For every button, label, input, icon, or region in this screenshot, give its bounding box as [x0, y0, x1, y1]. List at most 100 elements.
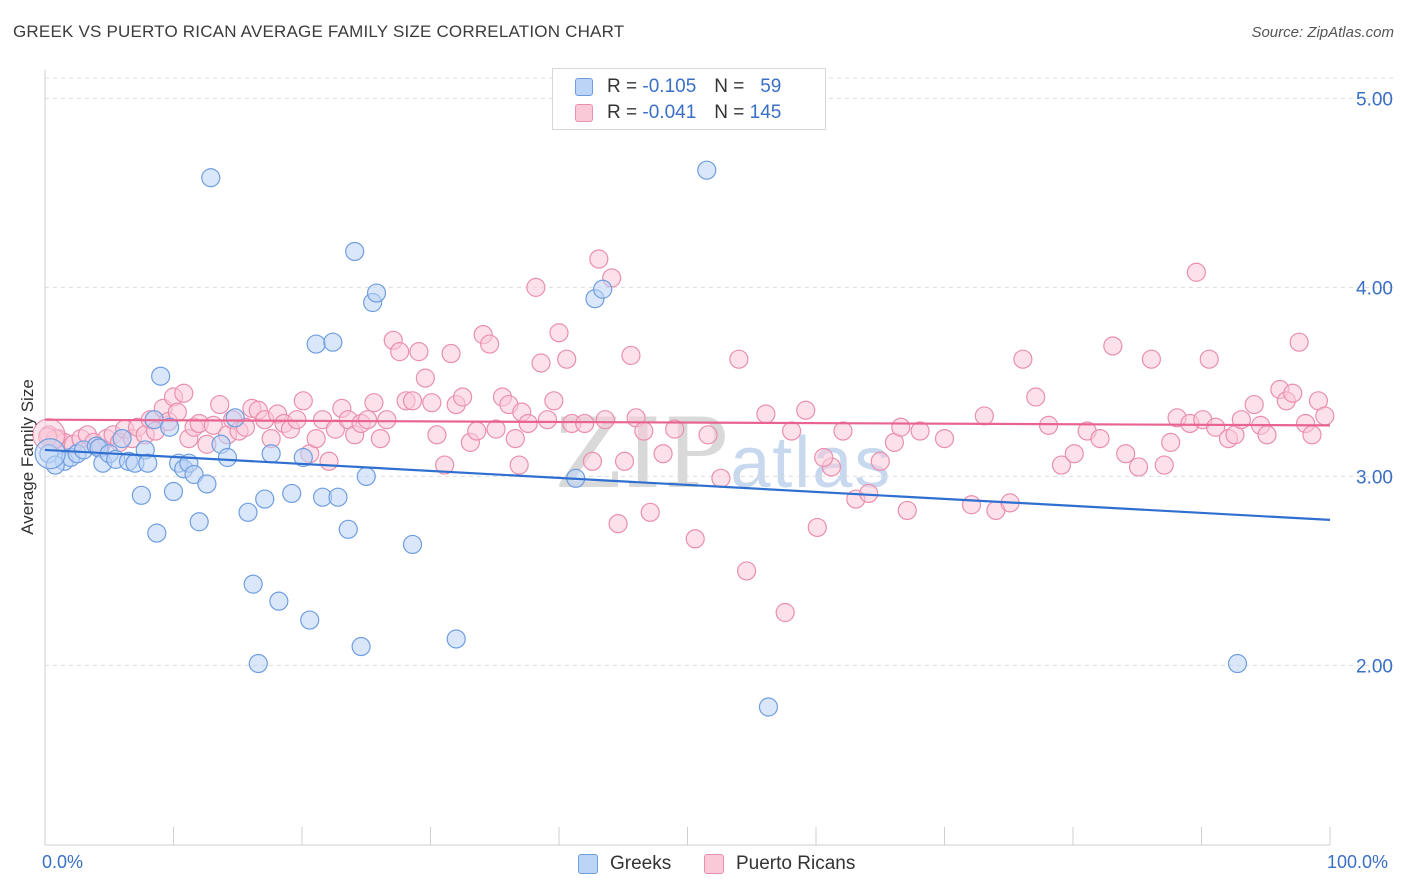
data-point: [486, 419, 506, 439]
data-point: [112, 428, 132, 449]
legend-n-value: 145: [749, 102, 782, 123]
data-point: [1103, 336, 1123, 356]
data-point: [255, 489, 275, 509]
data-point: [390, 342, 410, 362]
series-greeks: [34, 160, 1248, 717]
y-tick-label: 4.00: [1356, 278, 1393, 299]
data-point: [312, 410, 333, 430]
legend-swatch-puerto-ricans: [575, 104, 593, 122]
data-point: [210, 394, 230, 415]
data-point: [544, 391, 564, 411]
series-puerto-ricans: [32, 249, 1335, 623]
y-tick-label: 3.00: [1356, 467, 1393, 488]
data-point: [1206, 417, 1226, 437]
data-point: [184, 464, 204, 485]
data-point: [1154, 455, 1174, 475]
data-point: [634, 421, 654, 441]
data-point: [974, 406, 994, 426]
data-point: [781, 421, 802, 441]
data-point: [756, 404, 776, 424]
trend-lines: [44, 418, 1331, 521]
x-tick-label-max: 100.0%: [1327, 852, 1389, 872]
data-point: [197, 474, 217, 494]
data-point: [758, 697, 779, 717]
data-point: [357, 410, 378, 430]
data-point: [1026, 387, 1046, 407]
data-point: [422, 393, 442, 413]
data-point: [446, 629, 466, 649]
data-point: [160, 417, 180, 437]
data-point: [300, 610, 320, 630]
data-point: [453, 387, 473, 407]
data-point: [1186, 262, 1206, 282]
trend-line-puerto-ricans: [44, 418, 1331, 427]
data-point: [409, 342, 429, 362]
data-point: [665, 419, 685, 439]
data-point: [282, 483, 302, 504]
data-point-cluster: [34, 438, 66, 470]
legend-n-label: N =: [714, 76, 745, 97]
data-point: [338, 519, 358, 539]
data-point: [351, 636, 371, 657]
data-point: [1283, 383, 1303, 403]
data-point: [698, 425, 718, 445]
data-point: [737, 561, 757, 581]
data-point: [1257, 425, 1277, 445]
data-point: [467, 421, 487, 441]
data-point: [1161, 432, 1181, 452]
data-point: [306, 334, 326, 354]
y-tick-label: 5.00: [1356, 89, 1393, 110]
data-point: [582, 451, 603, 471]
data-point: [1315, 406, 1335, 426]
y-tick-labels: 2.00 3.00 4.00 5.00: [1356, 89, 1393, 677]
data-point: [575, 413, 595, 434]
data-point: [910, 421, 930, 441]
y-axis-label: Average Family Size: [18, 379, 37, 535]
data-point: [614, 451, 635, 471]
legend-row-puerto-ricans: R = -0.041 N = 145: [575, 100, 781, 126]
legend-swatch-greeks: [575, 78, 593, 96]
data-point: [807, 517, 827, 538]
legend-n-value: 59: [760, 76, 782, 97]
data-point: [531, 353, 551, 373]
data-point: [138, 453, 158, 473]
data-point: [589, 249, 609, 269]
bottom-legend-greeks: Greeks: [578, 851, 671, 877]
bottom-legend-label-puerto-ricans: Puerto Ricans: [736, 853, 856, 874]
data-point: [1199, 349, 1219, 369]
data-point: [509, 455, 529, 475]
data-point: [441, 343, 461, 364]
data-point: [1227, 653, 1248, 674]
x-tick-label-min: 0.0%: [42, 852, 84, 872]
data-point: [833, 421, 853, 441]
data-point: [238, 502, 258, 522]
legend-row-greeks: R = -0.105 N = 59: [575, 74, 781, 100]
data-point: [711, 468, 731, 488]
bottom-legend-puerto-ricans: Puerto Ricans: [704, 851, 855, 877]
data-point: [1141, 349, 1161, 369]
data-point: [427, 425, 447, 445]
data-point: [151, 366, 171, 386]
bottom-legend-label-greeks: Greeks: [610, 853, 672, 874]
data-point: [549, 323, 569, 343]
data-point: [796, 400, 816, 420]
data-point: [891, 417, 911, 437]
data-point: [1128, 457, 1149, 477]
data-point: [366, 283, 387, 303]
data-point: [518, 413, 538, 434]
bottom-legend-swatch-greeks: [578, 854, 598, 874]
data-point: [526, 277, 546, 297]
data-point: [147, 523, 167, 543]
data-point: [435, 455, 455, 475]
data-point: [377, 410, 397, 430]
data-point: [480, 334, 500, 354]
data-point: [1038, 415, 1059, 435]
data-point: [217, 447, 238, 468]
data-point: [225, 408, 245, 428]
data-point: [402, 534, 423, 555]
data-point: [934, 428, 955, 449]
data-point: [293, 391, 313, 411]
data-point: [201, 168, 221, 188]
data-point: [1244, 394, 1264, 415]
